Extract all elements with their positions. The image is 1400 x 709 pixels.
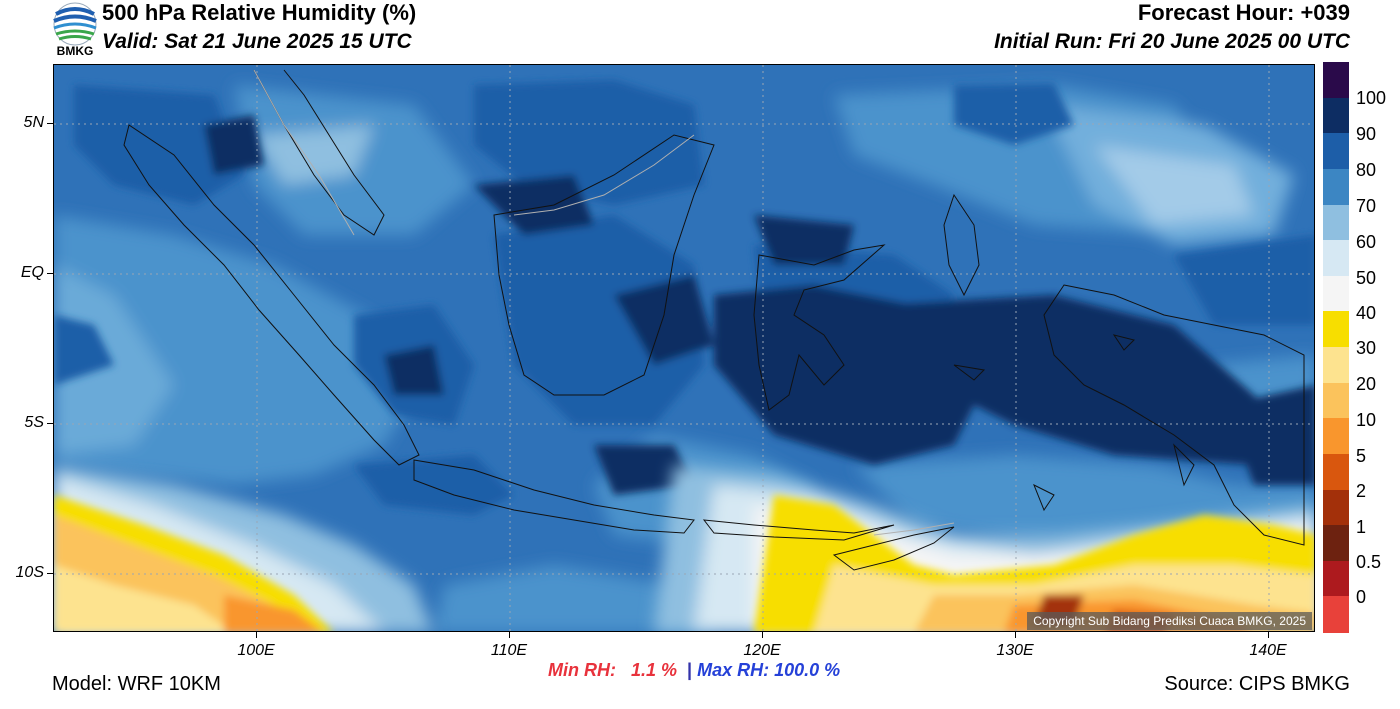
lat-label-5s: 5S <box>24 414 44 431</box>
colorbar-label: 20 <box>1356 374 1377 394</box>
lon-tick <box>1015 632 1016 638</box>
colorbar-label: 2 <box>1356 481 1367 501</box>
colorbar-segment <box>1323 382 1349 419</box>
source-label: Source: CIPS BMKG <box>1164 673 1350 695</box>
colorbar-label: 5 <box>1356 446 1367 466</box>
lat-tick <box>47 123 53 124</box>
colorbar-segment <box>1323 204 1349 241</box>
colorbar-label: 10 <box>1356 410 1377 430</box>
lon-label-120e: 120E <box>743 642 781 659</box>
lon-label-140e: 140E <box>1249 642 1287 659</box>
lat-tick <box>47 423 53 424</box>
valid-time: Valid: Sat 21 June 2025 15 UTC <box>102 30 412 53</box>
colorbar-segment <box>1323 311 1349 348</box>
lon-label-100e: 100E <box>237 642 275 659</box>
lat-tick <box>47 573 53 574</box>
stats-separator: | <box>687 660 693 680</box>
humidity-field <box>54 65 1314 631</box>
colorbar-segment <box>1323 62 1349 99</box>
forecast-hour: Forecast Hour: +039 <box>1137 0 1350 25</box>
colorbar-label: 0.5 <box>1356 552 1382 572</box>
colorbar-label: 60 <box>1356 232 1377 252</box>
bmkg-logo: BMKG <box>50 0 100 58</box>
lon-tick <box>762 632 763 638</box>
colorbar-segment <box>1323 275 1349 312</box>
model-label: Model: WRF 10KM <box>52 673 221 695</box>
lon-tick <box>509 632 510 638</box>
colorbar-label: 1 <box>1356 517 1367 537</box>
coastlines <box>123 69 1305 571</box>
colorbar <box>1323 62 1349 633</box>
colorbar-segment <box>1323 133 1349 170</box>
colorbar-segment <box>1323 418 1349 455</box>
humidity-map: Copyright Sub Bidang Prediksi Cuaca BMKG… <box>53 64 1315 632</box>
colorbar-segment <box>1323 453 1349 490</box>
lat-label-eq: EQ <box>20 264 44 281</box>
initial-run: Initial Run: Fri 20 June 2025 00 UTC <box>994 30 1350 53</box>
colorbar-label: 70 <box>1356 196 1377 216</box>
colorbar-segment <box>1323 489 1349 526</box>
lat-label-10s: 10S <box>15 564 44 581</box>
map-title: 500 hPa Relative Humidity (%) <box>102 0 417 25</box>
colorbar-label: 80 <box>1356 160 1377 180</box>
colorbar-segment <box>1323 560 1349 597</box>
lat-tick <box>47 273 53 274</box>
min-rh: Min RH: 1.1 % <box>548 660 678 680</box>
colorbar-segment <box>1323 525 1349 562</box>
colorbar-segment <box>1323 97 1349 134</box>
colorbar-label: 90 <box>1356 124 1377 144</box>
lon-label-110e: 110E <box>490 642 528 659</box>
copyright-notice: Copyright Sub Bidang Prediksi Cuaca BMKG… <box>1027 612 1312 630</box>
lon-label-130e: 130E <box>996 642 1034 659</box>
colorbar-label: 50 <box>1356 268 1377 288</box>
colorbar-segment <box>1323 347 1349 384</box>
logo-text: BMKG <box>56 44 94 58</box>
colorbar-segment <box>1323 596 1349 633</box>
rh-stats: Min RH: 1.1 % | Max RH: 100.0 % <box>548 660 840 681</box>
colorbar-label: 40 <box>1356 303 1377 323</box>
colorbar-label: 0 <box>1356 587 1367 607</box>
lat-label-5n: 5N <box>23 114 44 131</box>
colorbar-label: 100 <box>1356 88 1387 108</box>
lon-tick <box>1268 632 1269 638</box>
colorbar-label: 30 <box>1356 338 1377 358</box>
colorbar-segment <box>1323 240 1349 277</box>
lon-tick <box>256 632 257 638</box>
colorbar-segment <box>1323 168 1349 205</box>
max-rh: Max RH: 100.0 % <box>697 660 841 680</box>
